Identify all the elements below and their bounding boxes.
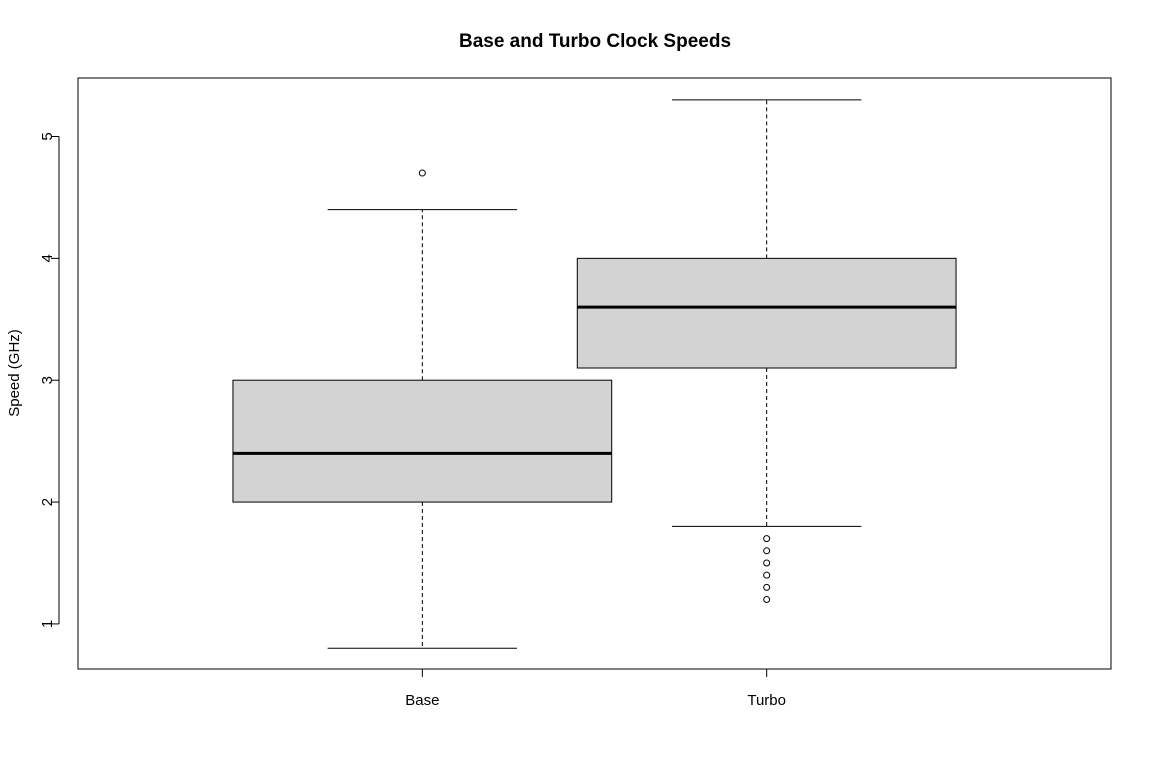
plot-frame: [77, 77, 1112, 670]
plot-layer: 1 2 3 4 5 Base Turbo: [39, 99, 957, 709]
turbo-box: [576, 257, 957, 369]
turbo-outlier-3: [763, 559, 771, 567]
y-tick-label-3: 3: [39, 376, 56, 384]
x-tick-label-base: Base: [405, 692, 439, 709]
chart-title: Base and Turbo Clock Speeds: [459, 31, 731, 52]
turbo-outlier-6: [763, 596, 771, 604]
y-tick-label-1: 1: [39, 620, 56, 628]
x-tick-label-turbo: Turbo: [747, 692, 786, 709]
base-box: [232, 379, 613, 503]
y-axis-label: Speed (GHz): [6, 329, 23, 417]
y-tick-label-5: 5: [39, 132, 56, 140]
turbo-outlier-1: [763, 535, 771, 543]
base-outlier-1: [418, 169, 426, 177]
y-tick-label-4: 4: [39, 254, 56, 262]
turbo-outlier-2: [763, 547, 771, 555]
turbo-outlier-5: [763, 583, 771, 591]
turbo-outlier-4: [763, 571, 771, 579]
y-tick-label-2: 2: [39, 498, 56, 506]
